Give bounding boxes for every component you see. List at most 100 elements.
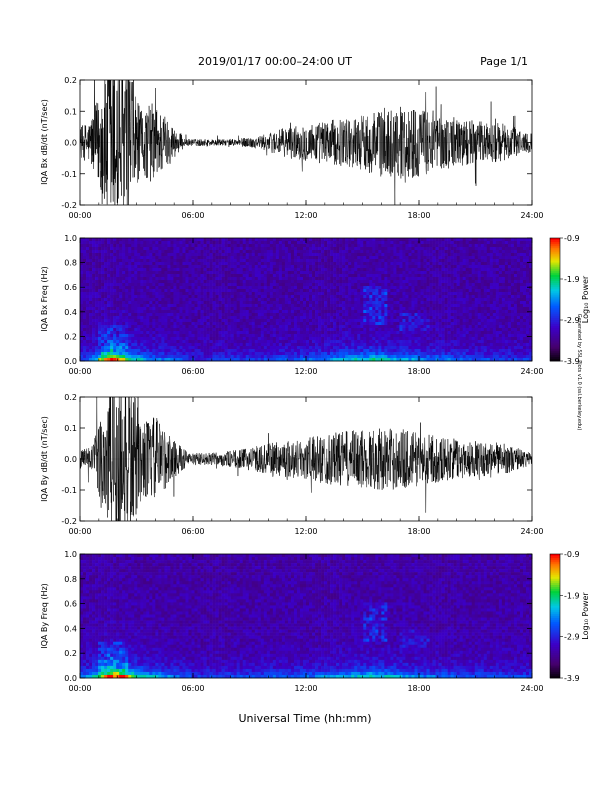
spectrogram-cell bbox=[372, 277, 376, 281]
spectrogram-cell bbox=[248, 310, 253, 314]
spectrogram-cell bbox=[116, 256, 120, 260]
spectrogram-cell bbox=[242, 334, 247, 338]
spectrogram-cell bbox=[390, 316, 394, 320]
spectrogram-cell bbox=[381, 331, 385, 335]
spectrogram-cell bbox=[269, 250, 274, 254]
spectrogram-cell bbox=[164, 322, 168, 326]
spectrogram-cell bbox=[387, 331, 391, 335]
spectrogram-cell bbox=[209, 337, 213, 341]
spectrogram-cell bbox=[167, 355, 171, 359]
spectrogram-cell bbox=[351, 355, 355, 359]
spectrogram-cell bbox=[182, 271, 186, 275]
spectrogram-cell bbox=[137, 313, 141, 317]
spectrogram-cell bbox=[363, 319, 367, 323]
spectrogram-cell bbox=[417, 346, 421, 350]
spectrogram-cell bbox=[125, 277, 129, 281]
spectrogram-cell bbox=[188, 343, 192, 347]
spectrogram-cell bbox=[155, 277, 159, 281]
spectrogram-cell bbox=[432, 325, 436, 329]
spectrogram-cell bbox=[293, 259, 298, 263]
spectrogram-cell bbox=[402, 289, 406, 293]
spectrogram-cell bbox=[92, 340, 96, 344]
spectrogram-cell bbox=[158, 355, 162, 359]
spectrogram-cell bbox=[176, 268, 180, 272]
spectrogram-cell bbox=[149, 304, 153, 308]
spectrogram-cell bbox=[200, 316, 204, 320]
spectrogram-cell bbox=[351, 247, 355, 251]
spectrogram-cell bbox=[342, 247, 346, 251]
spectrogram-cell bbox=[254, 307, 259, 311]
spectrogram-cell bbox=[239, 286, 244, 290]
spectrogram-cell bbox=[128, 295, 132, 299]
spectrogram-cell bbox=[312, 340, 316, 344]
spectrogram-cell bbox=[191, 325, 195, 329]
spectrogram-cell bbox=[372, 340, 376, 344]
spectrogram-cell bbox=[212, 244, 216, 248]
spectrogram-cell bbox=[194, 283, 198, 287]
spectrogram-cell bbox=[176, 253, 180, 257]
spectrogram-cell bbox=[284, 286, 289, 290]
spectrogram-cell bbox=[131, 355, 135, 359]
spectrogram-cell bbox=[233, 310, 237, 314]
spectrogram-cell bbox=[384, 286, 388, 290]
spectrogram-cell bbox=[284, 301, 289, 305]
spectrogram-cell bbox=[104, 346, 108, 350]
spectrogram-cell bbox=[176, 295, 180, 299]
spectrogram-cell bbox=[146, 280, 150, 284]
spectrogram-cell bbox=[248, 325, 253, 329]
spectrogram-cell bbox=[405, 271, 409, 275]
spectrogram-cell bbox=[360, 328, 364, 332]
spectrogram-cell bbox=[354, 322, 358, 326]
spectrogram-cell bbox=[239, 280, 244, 284]
spectrogram-cell bbox=[318, 238, 322, 242]
spectrogram-cell bbox=[369, 262, 373, 266]
spectrogram-cell bbox=[408, 352, 412, 356]
spectrogram-cell bbox=[290, 283, 295, 287]
spectrogram-cell bbox=[104, 316, 108, 320]
spectrogram-cell bbox=[284, 337, 289, 341]
spectrogram-cell bbox=[390, 334, 394, 338]
spectrogram-cell bbox=[161, 301, 165, 305]
spectrogram-cell bbox=[390, 337, 394, 341]
spectrogram-cell bbox=[366, 247, 370, 251]
spectrogram-cell bbox=[269, 280, 274, 284]
spectrogram-cell bbox=[384, 304, 388, 308]
spectrogram-cell bbox=[116, 259, 120, 263]
spectrogram-cell bbox=[161, 292, 165, 296]
spectrogram-cell bbox=[360, 319, 364, 323]
spectrogram-cell bbox=[312, 241, 316, 245]
spectrogram-cell bbox=[149, 340, 153, 344]
spectrogram-cell bbox=[306, 241, 310, 245]
spectrogram-cell bbox=[125, 262, 129, 266]
spectrogram-cell bbox=[140, 244, 144, 248]
spectrogram-cell bbox=[275, 337, 280, 341]
spectrogram-cell bbox=[239, 325, 244, 329]
spectrogram-cell bbox=[426, 286, 430, 290]
spectrogram-cell bbox=[411, 277, 415, 281]
spectrogram-cell bbox=[179, 286, 183, 290]
spectrogram-cell bbox=[333, 280, 337, 284]
spectrogram-cell bbox=[354, 355, 358, 359]
spectrogram-cell bbox=[245, 310, 250, 314]
spectrogram-cell bbox=[194, 262, 198, 266]
spectrogram-cell bbox=[345, 316, 349, 320]
spectrogram-cell bbox=[101, 340, 105, 344]
spectrogram-cell bbox=[206, 298, 210, 302]
spectrogram-cell bbox=[137, 331, 141, 335]
spectrogram-cell bbox=[366, 277, 370, 281]
spectrogram-cell bbox=[197, 310, 201, 314]
spectrogram-cell bbox=[312, 331, 316, 335]
spectrogram-cell bbox=[209, 298, 213, 302]
spectrogram-cell bbox=[375, 355, 379, 359]
spectrogram-cell bbox=[212, 292, 216, 296]
spectrogram-cell bbox=[396, 238, 400, 242]
spectrogram-cell bbox=[435, 349, 439, 353]
spectrogram-cell bbox=[263, 328, 268, 332]
spectrogram-cell bbox=[387, 283, 391, 287]
spectrogram-cell bbox=[176, 337, 180, 341]
spectrogram-cell bbox=[402, 307, 406, 311]
spectrogram-cell bbox=[170, 289, 174, 293]
spectrogram-cell bbox=[92, 301, 96, 305]
spectrogram-cell bbox=[266, 244, 271, 248]
spectrogram-cell bbox=[357, 238, 361, 242]
